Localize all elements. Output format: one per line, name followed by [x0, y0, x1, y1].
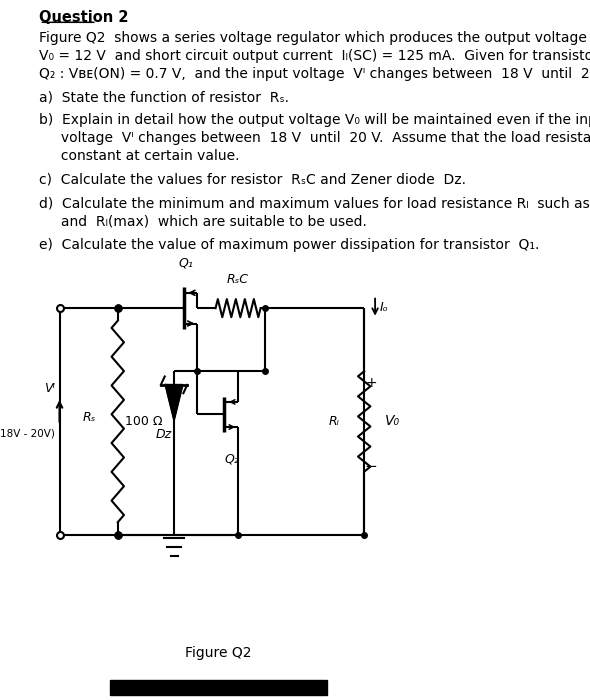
Text: e)  Calculate the value of maximum power dissipation for transistor  Q₁.: e) Calculate the value of maximum power …	[40, 239, 540, 253]
Text: and  Rₗ(max)  which are suitable to be used.: and Rₗ(max) which are suitable to be use…	[40, 215, 367, 229]
Polygon shape	[165, 385, 182, 420]
Text: Question 2: Question 2	[40, 10, 129, 25]
Text: Rₛ: Rₛ	[83, 412, 96, 424]
Text: (18V - 20V): (18V - 20V)	[0, 428, 55, 438]
Text: V₀: V₀	[385, 414, 400, 428]
Text: 100 Ω: 100 Ω	[124, 415, 162, 428]
Text: constant at certain value.: constant at certain value.	[40, 149, 240, 163]
Text: Q₂: Q₂	[224, 453, 239, 466]
Text: RₛC: RₛC	[227, 273, 249, 286]
Text: Q₂ : Vʙᴇ(ON) = 0.7 V,  and the input voltage  Vᴵ changes between  18 V  until  2: Q₂ : Vʙᴇ(ON) = 0.7 V, and the input volt…	[40, 67, 590, 81]
Text: voltage  Vᴵ changes between  18 V  until  20 V.  Assume that the load resistance: voltage Vᴵ changes between 18 V until 20…	[40, 131, 590, 145]
Bar	[110, 680, 327, 695]
Text: Vᴵ: Vᴵ	[44, 382, 55, 395]
Text: Figure Q2: Figure Q2	[185, 646, 252, 660]
Text: a)  State the function of resistor  Rₛ.: a) State the function of resistor Rₛ.	[40, 90, 289, 104]
Text: Dᴢ: Dᴢ	[156, 428, 172, 441]
Text: −: −	[365, 459, 378, 475]
Text: Iₒ: Iₒ	[380, 300, 389, 314]
Text: d)  Calculate the minimum and maximum values for load resistance Rₗ  such as  Rₗ: d) Calculate the minimum and maximum val…	[40, 197, 590, 211]
Text: Q₁: Q₁	[178, 257, 193, 270]
Text: b)  Explain in detail how the output voltage V₀ will be maintained even if the i: b) Explain in detail how the output volt…	[40, 113, 590, 127]
Text: V₀ = 12 V  and short circuit output current  Iₗ(SC) = 125 mA.  Given for transis: V₀ = 12 V and short circuit output curre…	[40, 49, 590, 63]
Text: Rₗ: Rₗ	[328, 415, 339, 428]
Text: c)  Calculate the values for resistor  RₛC and Zener diode  Dᴢ.: c) Calculate the values for resistor RₛC…	[40, 173, 466, 187]
Text: Figure Q2  shows a series voltage regulator which produces the output voltage: Figure Q2 shows a series voltage regulat…	[40, 31, 587, 45]
Text: +: +	[365, 376, 377, 390]
